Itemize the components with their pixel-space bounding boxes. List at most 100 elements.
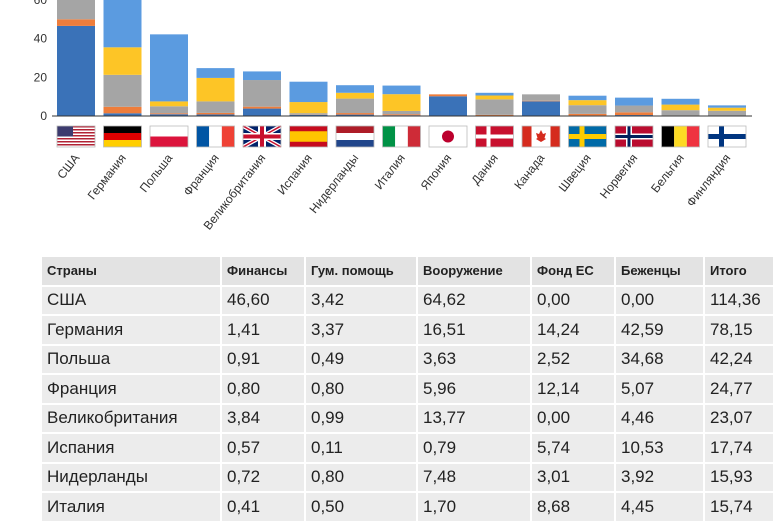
bar-segment bbox=[708, 111, 746, 116]
table-cell: 8,68 bbox=[532, 493, 614, 521]
table-cell: 0,00 bbox=[532, 405, 614, 433]
table-cell: 3,42 bbox=[306, 287, 416, 315]
flag bbox=[569, 126, 607, 147]
x-tick-label: Финляндия bbox=[684, 151, 734, 209]
bar-segment bbox=[662, 110, 700, 115]
bar-segment bbox=[383, 94, 421, 111]
x-tick-label: Польша bbox=[137, 151, 176, 195]
flag-part bbox=[57, 138, 95, 140]
bar-segment bbox=[615, 106, 653, 113]
bar-segment bbox=[104, 47, 142, 75]
flag bbox=[290, 126, 328, 147]
flag-part bbox=[150, 126, 188, 137]
flag bbox=[476, 126, 514, 147]
flag bbox=[615, 126, 653, 147]
bar-segment bbox=[569, 114, 607, 116]
flag-part bbox=[708, 134, 746, 139]
bar-segment bbox=[383, 111, 421, 114]
flag bbox=[708, 126, 746, 147]
y-tick-label: 40 bbox=[34, 32, 48, 46]
bar-segment bbox=[383, 114, 421, 115]
table-cell: 7,48 bbox=[418, 464, 530, 492]
bar-segment bbox=[104, 75, 142, 107]
table-cell: 0,00 bbox=[532, 287, 614, 315]
bar-segment bbox=[197, 78, 235, 101]
y-tick-label: 60 bbox=[34, 0, 48, 7]
table-cell: 0,50 bbox=[306, 493, 416, 521]
x-tick-label: США bbox=[54, 151, 82, 181]
flag-part bbox=[336, 133, 374, 140]
bar-segment bbox=[104, 107, 142, 114]
flag-part bbox=[104, 126, 142, 133]
flag-part bbox=[442, 131, 454, 143]
flag bbox=[150, 126, 188, 147]
table-cell: 0,57 bbox=[222, 434, 304, 462]
bar-segment bbox=[615, 98, 653, 106]
flag-part bbox=[383, 126, 396, 147]
flag-part bbox=[522, 126, 532, 147]
bar-segment bbox=[522, 101, 560, 116]
table-cell: 1,70 bbox=[418, 493, 530, 521]
x-tick-label: Швеция bbox=[556, 151, 594, 194]
x-tick-label: Канада bbox=[511, 151, 547, 192]
table-cell: Польша bbox=[42, 346, 220, 374]
table-cell: 3,84 bbox=[222, 405, 304, 433]
flag-part bbox=[551, 126, 561, 147]
table-cell: 17,74 bbox=[705, 434, 773, 462]
table-cell: 0,00 bbox=[616, 287, 703, 315]
x-tick-label: Италия bbox=[372, 151, 408, 192]
bar-segment bbox=[336, 113, 374, 115]
x-tick-label: Япония bbox=[418, 151, 455, 192]
x-tick-label: Франция bbox=[181, 151, 222, 198]
bar-segment bbox=[708, 108, 746, 111]
flag bbox=[104, 126, 142, 147]
table-cell: 0,11 bbox=[306, 434, 416, 462]
flag-part bbox=[408, 126, 421, 147]
table-cell: Фонд ЕС bbox=[532, 257, 614, 285]
y-tick-label: 0 bbox=[40, 109, 47, 123]
table-cell: 0,80 bbox=[222, 375, 304, 403]
table-cell: 5,07 bbox=[616, 375, 703, 403]
table-cell: 15,93 bbox=[705, 464, 773, 492]
bar-segment bbox=[615, 112, 653, 115]
table-cell: 0,41 bbox=[222, 493, 304, 521]
table-cell: 42,24 bbox=[705, 346, 773, 374]
table-cell: Вооружение bbox=[418, 257, 530, 285]
table-cell: 0,80 bbox=[306, 375, 416, 403]
table-cell: 0,72 bbox=[222, 464, 304, 492]
flag-part bbox=[209, 126, 222, 147]
bar-segment bbox=[243, 71, 281, 80]
bar-segment bbox=[708, 105, 746, 107]
x-tick-label: Дания bbox=[469, 151, 501, 187]
table-cell: 0,80 bbox=[306, 464, 416, 492]
table-cell: 46,60 bbox=[222, 287, 304, 315]
bar-segment bbox=[57, 0, 95, 19]
table-cell: 23,07 bbox=[705, 405, 773, 433]
table-cell: Итого bbox=[705, 257, 773, 285]
table-cell: Страны bbox=[42, 257, 220, 285]
bar-segment bbox=[290, 82, 328, 102]
table-cell: Великобритания bbox=[42, 405, 220, 433]
flag bbox=[336, 126, 374, 147]
flag-part bbox=[336, 140, 374, 147]
x-tick-label: Бельгия bbox=[648, 151, 687, 195]
table-cell: Испания bbox=[42, 434, 220, 462]
bar-segment bbox=[57, 26, 95, 116]
table-cell: 1,41 bbox=[222, 316, 304, 344]
bar-segment bbox=[290, 113, 328, 115]
table-cell: 34,68 bbox=[616, 346, 703, 374]
bar-segment bbox=[662, 99, 700, 105]
table-cell: 0,79 bbox=[418, 434, 530, 462]
table-cell: 0,99 bbox=[306, 405, 416, 433]
bar-segment bbox=[662, 105, 700, 111]
table-cell: 16,51 bbox=[418, 316, 530, 344]
flag bbox=[429, 126, 467, 147]
flag-part bbox=[569, 134, 607, 139]
bar-segment bbox=[476, 99, 514, 114]
flag-part bbox=[243, 135, 281, 139]
flag bbox=[662, 126, 700, 147]
